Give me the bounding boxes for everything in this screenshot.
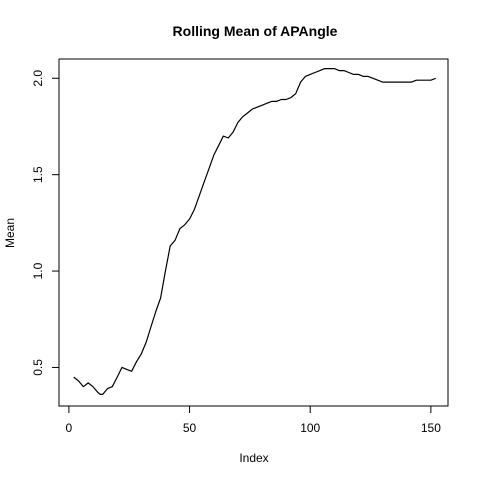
y-tick-label: 1.5 bbox=[31, 166, 45, 183]
y-tick-label: 2.0 bbox=[31, 70, 45, 87]
y-tick-label: 0.5 bbox=[31, 359, 45, 376]
x-tick-label: 100 bbox=[300, 421, 320, 435]
x-axis: 0 50 100 150 bbox=[66, 405, 441, 435]
rolling-mean-line bbox=[73, 68, 436, 395]
y-tick-label: 1.0 bbox=[31, 262, 45, 279]
x-tick-label: 0 bbox=[66, 421, 73, 435]
x-axis-label: Index bbox=[239, 451, 268, 465]
y-axis-label: Mean bbox=[3, 218, 17, 248]
chart-title: Rolling Mean of APAngle bbox=[173, 23, 338, 39]
x-tick-label: 150 bbox=[421, 421, 441, 435]
x-tick-label: 50 bbox=[183, 421, 197, 435]
y-axis: 0.5 1.0 1.5 2.0 bbox=[31, 70, 60, 376]
